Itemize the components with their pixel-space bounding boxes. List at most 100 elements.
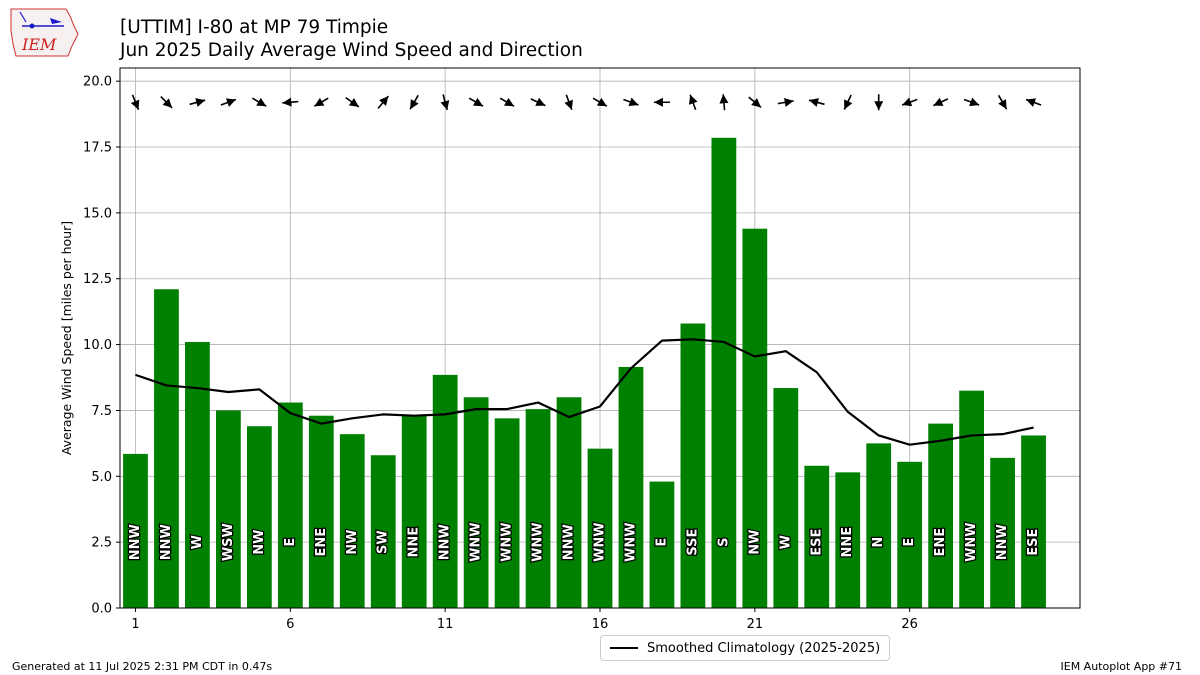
bar-day-23 <box>804 465 830 608</box>
direction-label-day-24: NNE <box>840 527 855 558</box>
bar-day-12 <box>463 397 489 608</box>
bar-day-15 <box>556 397 582 608</box>
bar-day-25 <box>866 443 892 608</box>
y-tick-label: 5.0 <box>91 470 112 485</box>
logo-text: IEM <box>21 35 57 54</box>
direction-label-day-17: WNW <box>623 522 638 562</box>
bar-day-30 <box>1021 435 1046 608</box>
y-tick-label: 20.0 <box>83 75 112 90</box>
iem-logo: IEM <box>10 8 79 57</box>
wind-arrow-head <box>751 98 761 108</box>
x-tick-label: 1 <box>131 617 139 632</box>
direction-label-day-7: ENE <box>314 528 329 557</box>
app-credit: IEM Autoplot App #71 <box>1060 660 1183 673</box>
bar-day-5 <box>246 426 272 608</box>
x-axis-ticks: 1 6 11 16 21 26 <box>131 608 918 632</box>
bar-day-4 <box>216 410 241 608</box>
wind-arrow-head <box>784 97 794 107</box>
wind-arrow-day-10 <box>409 94 419 110</box>
direction-label-day-12: WNW <box>469 522 484 562</box>
wind-arrow-head <box>314 97 325 107</box>
wind-arrow-day-29 <box>997 94 1008 110</box>
bar-day-6 <box>277 402 303 608</box>
direction-label-day-30: ESE <box>1026 529 1041 556</box>
wind-arrow-head <box>809 98 819 107</box>
wind-arrow-head <box>874 101 884 111</box>
wind-arrow-day-27 <box>933 97 949 107</box>
y-axis-label: Average Wind Speed [miles per hour] <box>59 221 74 455</box>
direction-labels: NNW NNW W WSW NW E ENE NW SW NNE NNW WNW WNW WNW NNW WN… <box>127 521 1042 563</box>
bar-day-28 <box>959 390 984 608</box>
wind-arrow-head <box>503 97 515 107</box>
wind-arrow-day-20 <box>719 94 729 111</box>
wind-arrow-head <box>933 97 944 106</box>
direction-label-day-27: ENE <box>933 528 948 557</box>
y-tick-label: 15.0 <box>83 206 112 221</box>
y-tick-label: 12.5 <box>83 272 112 287</box>
climatology-line-group <box>135 338 1034 446</box>
direction-label-day-20: S <box>716 537 731 546</box>
wind-arrow-head <box>225 98 236 107</box>
wind-arrow-day-26 <box>901 97 918 107</box>
bar-day-3 <box>185 341 210 608</box>
wind-arrow-head <box>195 98 206 107</box>
wind-arrow-day-17 <box>623 97 639 107</box>
wind-arrow-day-24 <box>843 94 853 110</box>
wind-arrow-day-19 <box>689 94 698 111</box>
wind-arrow-head <box>844 99 853 110</box>
y-tick-label: 2.5 <box>91 536 112 551</box>
wind-arrow-day-3 <box>189 98 206 107</box>
generated-timestamp: Generated at 11 Jul 2025 2:31 PM CDT in … <box>12 660 273 673</box>
wind-arrow-day-30 <box>1025 98 1042 107</box>
wind-arrow-head <box>410 99 419 110</box>
wind-arrow-day-9 <box>377 95 389 109</box>
bar-day-17 <box>618 366 644 608</box>
y-tick-label: 7.5 <box>91 404 112 419</box>
bar-day-16 <box>587 448 613 608</box>
wind-arrows <box>130 94 1042 111</box>
bar-day-20 <box>711 137 737 608</box>
wind-arrow-head <box>998 99 1007 110</box>
direction-label-day-1: NNW <box>128 524 143 560</box>
y-tick-label: 10.0 <box>83 338 112 353</box>
direction-label-day-29: NNW <box>995 524 1010 560</box>
wind-arrow-head <box>348 97 359 107</box>
wind-arrow-head <box>596 97 607 107</box>
direction-label-day-16: WNW <box>593 522 608 562</box>
wind-arrow-day-8 <box>345 96 360 108</box>
legend-label: Smoothed Climatology (2025-2025) <box>647 640 881 656</box>
wind-arrow-day-22 <box>777 97 794 107</box>
bar-day-7 <box>308 415 334 608</box>
x-tick-label: 16 <box>592 617 609 632</box>
wind-arrow-day-1 <box>130 94 140 110</box>
wind-arrow-day-21 <box>748 96 762 108</box>
direction-label-day-21: NW <box>747 530 762 555</box>
wind-arrow-head <box>282 97 292 107</box>
chart-subtitle: Jun 2025 Daily Average Wind Speed and Di… <box>120 40 583 61</box>
wind-arrow-head <box>628 97 639 107</box>
direction-label-day-14: WNW <box>531 522 546 562</box>
direction-label-day-13: WNW <box>500 522 515 562</box>
x-tick-label: 6 <box>286 617 294 632</box>
wind-arrow-day-16 <box>592 97 608 107</box>
legend-line-swatch <box>610 647 638 649</box>
y-tick-label: 17.5 <box>83 141 112 156</box>
chart-title: [UTTIM] I-80 at MP 79 Timpie <box>120 17 389 38</box>
direction-label-day-25: N <box>871 537 886 548</box>
wind-arrow-day-14 <box>530 97 546 107</box>
wind-arrow-day-6 <box>282 97 299 107</box>
x-tick-label: 11 <box>437 617 454 632</box>
direction-label-day-28: WNW <box>964 522 979 562</box>
wind-arrow-head <box>1026 98 1037 107</box>
bar-day-11 <box>432 374 458 608</box>
wind-arrow-head <box>130 99 140 110</box>
direction-label-day-26: E <box>902 538 917 547</box>
bars <box>123 137 1046 608</box>
bar-day-2 <box>154 289 179 608</box>
direction-label-day-3: W <box>190 535 205 549</box>
bar-day-29 <box>990 457 1015 608</box>
wind-arrow-head <box>969 97 980 107</box>
wind-arrow-head <box>440 100 450 110</box>
bar-day-8 <box>339 434 365 608</box>
climatology-line <box>135 338 1034 446</box>
